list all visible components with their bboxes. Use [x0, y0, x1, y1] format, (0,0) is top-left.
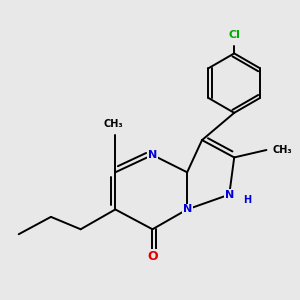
Text: N: N	[225, 190, 234, 200]
Text: N: N	[148, 150, 157, 160]
Text: CH₃: CH₃	[272, 145, 292, 155]
Text: O: O	[147, 250, 158, 263]
Text: N: N	[182, 204, 192, 214]
Text: CH₃: CH₃	[103, 119, 123, 129]
Text: H: H	[243, 194, 251, 205]
Text: Cl: Cl	[228, 30, 240, 40]
